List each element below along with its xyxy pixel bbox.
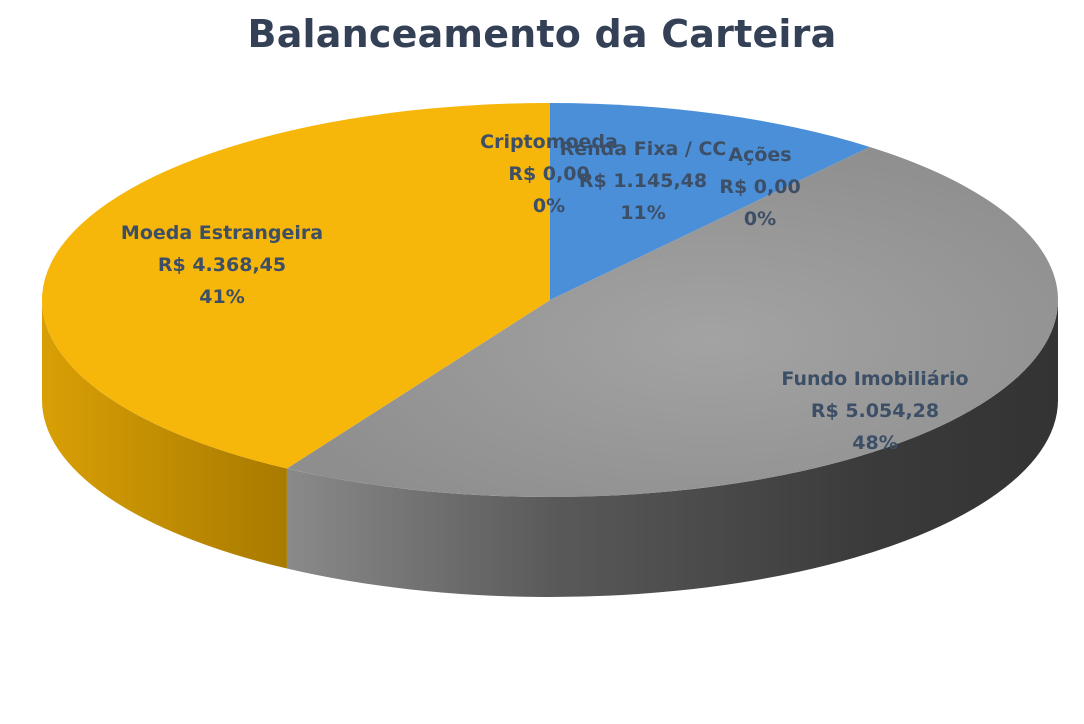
data-label-percent: 0% (744, 208, 776, 230)
data-label-renda-fixa-cc: Renda Fixa / CC R$ 1.145,48 11% (560, 138, 727, 224)
pie-slice-fundo-imobiliario (286, 146, 1058, 497)
data-label-name: Criptomoeda (480, 131, 618, 153)
data-label-value: R$ 1.145,48 (579, 170, 707, 192)
pie-side-fundo-imobiliario (286, 300, 1058, 598)
data-label-percent: 41% (199, 286, 244, 308)
pie-slice-moeda-estrangeira (42, 103, 550, 469)
data-label-name: Fundo Imobiliário (781, 368, 968, 390)
chart-title: Balanceamento da Carteira (247, 12, 837, 56)
data-label-value: R$ 4.368,45 (158, 254, 286, 276)
pie-tops (42, 103, 1058, 497)
data-label-name: Ações (728, 144, 791, 166)
data-label-percent: 0% (533, 195, 565, 217)
data-label-criptomoeda: Criptomoeda R$ 0,00 0% (480, 131, 618, 217)
data-label-percent: 48% (852, 432, 897, 454)
pie-labels: Renda Fixa / CC R$ 1.145,48 11% Ações R$ 0,0… (121, 131, 969, 454)
pie-slice-renda-fixa-cc (550, 103, 870, 300)
data-label-name: Renda Fixa / CC (560, 138, 727, 160)
data-label-name: Moeda Estrangeira (121, 222, 323, 244)
data-label-moeda-estrangeira: Moeda Estrangeira R$ 4.368,45 41% (121, 222, 323, 308)
data-label-value: R$ 0,00 (719, 176, 800, 198)
data-label-fundo-imobiliario: Fundo Imobiliário R$ 5.054,28 48% (781, 368, 968, 454)
data-label-value: R$ 5.054,28 (811, 400, 939, 422)
data-label-acoes: Ações R$ 0,00 0% (719, 144, 800, 230)
data-label-value: R$ 0,00 (508, 163, 589, 185)
pie-side-moeda-estrangeira (42, 300, 287, 569)
data-label-percent: 11% (620, 202, 665, 224)
pie-sides (42, 300, 1058, 598)
